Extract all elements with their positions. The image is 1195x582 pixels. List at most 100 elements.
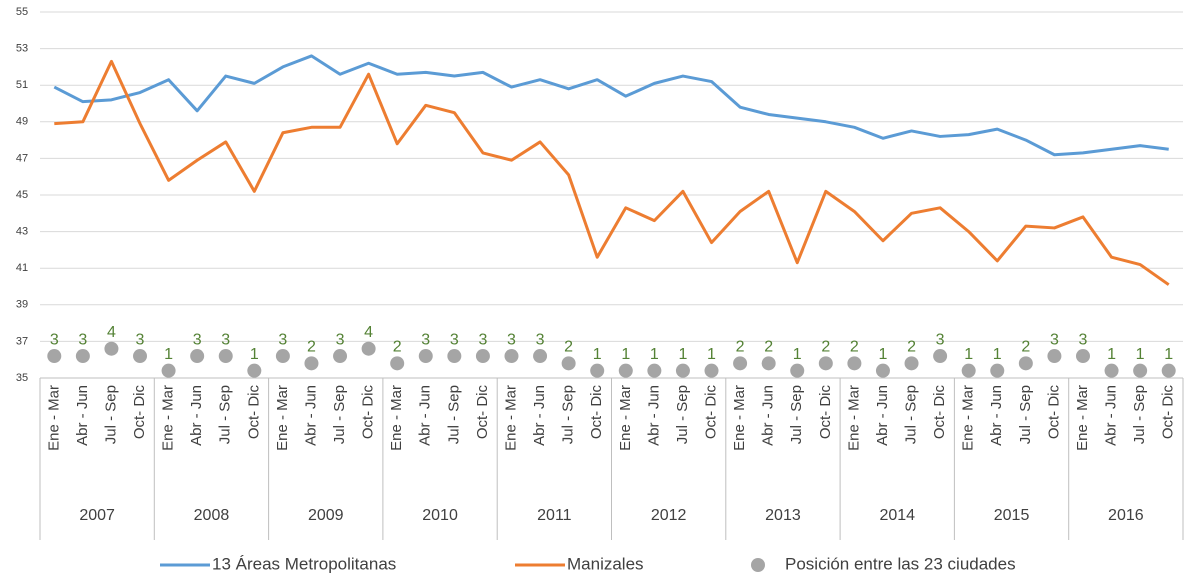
legend-swatch bbox=[751, 558, 765, 572]
data-label: 3 bbox=[221, 331, 230, 348]
data-label: 3 bbox=[421, 331, 430, 348]
position-dot bbox=[618, 363, 633, 378]
x-tick-label: Ene - Mar bbox=[160, 385, 177, 451]
position-dot bbox=[190, 349, 205, 364]
data-label: 3 bbox=[936, 331, 945, 348]
position-dot bbox=[1104, 363, 1119, 378]
data-label: 2 bbox=[564, 339, 573, 356]
position-dot bbox=[1161, 363, 1176, 378]
y-tick-label: 41 bbox=[16, 262, 28, 274]
position-dot bbox=[875, 363, 890, 378]
position-dot bbox=[933, 349, 948, 364]
x-tick-label: Abr - Jun bbox=[302, 385, 319, 446]
x-tick-label: Abr - Jun bbox=[760, 385, 777, 446]
data-label: 3 bbox=[50, 331, 59, 348]
x-tick-label: Abr - Jun bbox=[531, 385, 548, 446]
x-tick-label: Oct- Dic bbox=[1045, 385, 1062, 440]
position-dot bbox=[533, 349, 548, 364]
position-dot bbox=[704, 363, 719, 378]
data-label: 2 bbox=[736, 339, 745, 356]
position-dot bbox=[761, 356, 776, 371]
y-tick-label: 39 bbox=[16, 299, 28, 311]
x-tick-label: Jul - Sep bbox=[560, 385, 577, 444]
y-tick-label: 55 bbox=[16, 6, 28, 18]
position-dot bbox=[1133, 363, 1148, 378]
x-tick-label: Ene - Mar bbox=[960, 385, 977, 451]
legend-label: Manizales bbox=[567, 554, 644, 573]
position-dot bbox=[304, 356, 319, 371]
position-dot bbox=[818, 356, 833, 371]
line-series bbox=[53, 54, 1169, 157]
position-dot bbox=[133, 349, 148, 364]
position-dot bbox=[75, 349, 90, 364]
x-tick-label: Oct- Dic bbox=[131, 385, 148, 440]
data-label: 3 bbox=[278, 331, 287, 348]
data-label: 2 bbox=[907, 339, 916, 356]
x-tick-label: Oct- Dic bbox=[588, 385, 605, 440]
x-tick-label: Jul - Sep bbox=[1131, 385, 1148, 444]
y-tick-label: 43 bbox=[16, 226, 28, 238]
position-dot bbox=[390, 356, 405, 371]
data-label: 1 bbox=[1136, 346, 1145, 363]
y-tick-label: 49 bbox=[16, 116, 28, 128]
position-dot bbox=[218, 349, 233, 364]
x-tick-label: Ene - Mar bbox=[45, 385, 62, 451]
x-tick-label: Ene - Mar bbox=[845, 385, 862, 451]
data-label: 1 bbox=[164, 346, 173, 363]
group-label: 2008 bbox=[194, 507, 230, 524]
data-label: 3 bbox=[1079, 331, 1088, 348]
group-label: 2007 bbox=[79, 507, 115, 524]
y-tick-label: 53 bbox=[16, 43, 28, 55]
group-label: 2011 bbox=[537, 507, 572, 524]
position-dot bbox=[104, 341, 119, 356]
position-dot bbox=[847, 356, 862, 371]
data-label: 1 bbox=[621, 346, 630, 363]
y-tick-label: 47 bbox=[16, 152, 28, 164]
data-label: 4 bbox=[107, 324, 116, 341]
x-tick-label: Oct- Dic bbox=[817, 385, 834, 440]
position-dot bbox=[161, 363, 176, 378]
x-tick-label: Oct- Dic bbox=[931, 385, 948, 440]
x-tick-label: Jul - Sep bbox=[788, 385, 805, 444]
x-tick-label: Jul - Sep bbox=[102, 385, 119, 444]
x-tick-label: Oct- Dic bbox=[1160, 385, 1177, 440]
x-tick-label: Abr - Jun bbox=[874, 385, 891, 446]
data-label: 1 bbox=[879, 346, 888, 363]
data-label: 1 bbox=[993, 346, 1002, 363]
x-tick-label: Ene - Mar bbox=[502, 385, 519, 451]
position-dot bbox=[590, 363, 605, 378]
position-dot bbox=[675, 363, 690, 378]
data-label: 1 bbox=[1107, 346, 1116, 363]
x-tick-label: Ene - Mar bbox=[617, 385, 634, 451]
data-label: 1 bbox=[793, 346, 802, 363]
data-label: 3 bbox=[136, 331, 145, 348]
data-label: 2 bbox=[764, 339, 773, 356]
data-label: 3 bbox=[478, 331, 487, 348]
legend-label: Posición entre las 23 ciudades bbox=[785, 554, 1016, 573]
data-label: 1 bbox=[250, 346, 259, 363]
position-dot bbox=[361, 341, 376, 356]
data-label: 1 bbox=[678, 346, 687, 363]
position-dot bbox=[561, 356, 576, 371]
position-dot bbox=[1075, 349, 1090, 364]
position-dot bbox=[47, 349, 62, 364]
x-tick-label: Abr - Jun bbox=[1103, 385, 1120, 446]
y-tick-label: 45 bbox=[16, 189, 28, 201]
data-label: 4 bbox=[364, 324, 373, 341]
x-tick-label: Jul - Sep bbox=[674, 385, 691, 444]
group-label: 2010 bbox=[422, 507, 458, 524]
position-dot bbox=[904, 356, 919, 371]
x-tick-label: Abr - Jun bbox=[417, 385, 434, 446]
x-tick-label: Oct- Dic bbox=[702, 385, 719, 440]
data-label: 1 bbox=[593, 346, 602, 363]
group-label: 2014 bbox=[879, 507, 915, 524]
data-label: 3 bbox=[336, 331, 345, 348]
group-label: 2012 bbox=[651, 507, 687, 524]
x-tick-label: Ene - Mar bbox=[731, 385, 748, 451]
position-dot bbox=[790, 363, 805, 378]
group-label: 2013 bbox=[765, 507, 801, 524]
position-dot bbox=[733, 356, 748, 371]
position-dot bbox=[275, 349, 290, 364]
group-label: 2015 bbox=[994, 507, 1030, 524]
data-label: 2 bbox=[850, 339, 859, 356]
